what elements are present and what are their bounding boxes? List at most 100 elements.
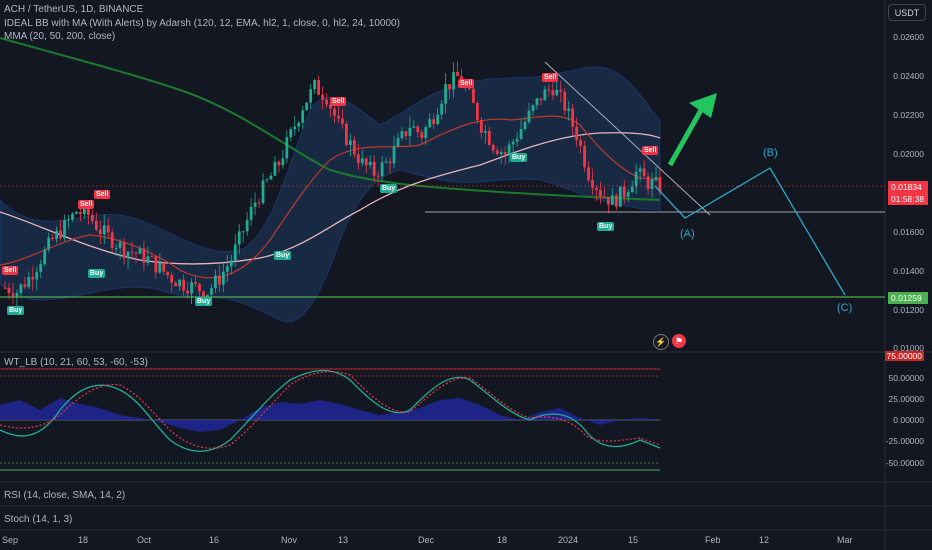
candle-body <box>408 127 412 136</box>
green-arrow-icon[interactable] <box>667 93 717 167</box>
price-tick: 0.02200 <box>893 110 924 120</box>
sell-signal[interactable]: Sell <box>458 79 475 88</box>
wave-label-a[interactable]: (A) <box>680 228 695 240</box>
rsi-title[interactable]: RSI (14, close, SMA, 14, 2) <box>4 490 126 501</box>
candle-body <box>281 158 285 166</box>
candle-body <box>432 119 436 125</box>
candle-body <box>198 283 201 292</box>
wt-histogram <box>0 398 660 432</box>
sell-signal[interactable]: Sell <box>542 73 559 82</box>
wave-label-b[interactable]: (B) <box>763 147 778 159</box>
sell-signal[interactable]: Sell <box>330 97 347 106</box>
wt-tick: -25.00000 <box>885 436 924 446</box>
candle-body <box>273 161 277 176</box>
candle-body <box>388 161 392 164</box>
candle-body <box>555 89 559 96</box>
candle-body <box>384 161 388 163</box>
buy-signal[interactable]: Buy <box>597 222 615 231</box>
sell-signal[interactable]: Sell <box>94 190 111 199</box>
candle-body <box>106 225 110 233</box>
candle-body <box>444 83 448 104</box>
sell-signal[interactable]: Sell <box>2 266 19 275</box>
buy-signal[interactable]: Buy <box>380 184 398 193</box>
buy-signal[interactable]: Buy <box>274 251 292 260</box>
candle-body <box>519 129 523 139</box>
candle-body <box>531 105 535 111</box>
candle-body <box>83 205 86 214</box>
candle-body <box>162 262 166 272</box>
candle-body <box>206 294 209 298</box>
candle-body <box>301 110 305 123</box>
candle-body <box>487 130 491 145</box>
candle-body <box>416 126 420 133</box>
candle-body <box>221 271 225 285</box>
x-tick: Mar <box>837 535 853 545</box>
candle-body <box>225 266 229 272</box>
candle-body <box>630 186 634 193</box>
candle-body <box>237 231 241 245</box>
candle-body <box>257 202 261 204</box>
candle-body <box>591 179 594 188</box>
trend-line[interactable] <box>544 61 711 216</box>
lightning-icon[interactable]: ⚡ <box>653 334 669 350</box>
candle-body <box>59 230 62 239</box>
candle-body <box>317 80 320 95</box>
candle-body <box>217 275 221 285</box>
flag-icon[interactable]: ⚑ <box>672 334 686 348</box>
x-tick: Oct <box>137 535 152 545</box>
symbol-title[interactable]: ACH / TetherUS, 1D, BINANCE <box>4 4 144 15</box>
candle-body <box>321 94 324 100</box>
buy-signal[interactable]: Buy <box>7 306 25 315</box>
candle-body <box>7 287 11 294</box>
price-tick: 0.02400 <box>893 71 924 81</box>
candle-body <box>622 186 626 197</box>
wt-tick: 0.00000 <box>893 415 924 425</box>
candle-body <box>456 72 459 77</box>
candle-body <box>511 141 515 145</box>
x-tick: Nov <box>281 535 298 545</box>
candle-body <box>638 168 642 172</box>
candle-body <box>79 212 82 214</box>
x-tick: Dec <box>418 535 435 545</box>
candle-body <box>43 249 47 265</box>
x-tick: 18 <box>497 535 508 545</box>
indicator-title-bb[interactable]: IDEAL BB with MA (With Alerts) by Adarsh… <box>4 18 400 29</box>
price-tick: 0.01200 <box>893 305 924 315</box>
indicator-title-mma[interactable]: MMA (20, 50, 200, close) <box>4 31 116 42</box>
candle-body <box>503 152 507 155</box>
candle-body <box>476 102 479 120</box>
currency-button[interactable]: USDT <box>888 4 926 21</box>
candle-body <box>253 202 257 207</box>
candle-body <box>352 140 356 155</box>
sell-signal[interactable]: Sell <box>642 146 659 155</box>
candle-body <box>158 262 162 273</box>
candle-body <box>396 138 400 147</box>
bollinger-band <box>0 66 661 323</box>
candle-body <box>289 129 293 138</box>
buy-signal[interactable]: Buy <box>195 297 213 306</box>
candle-body <box>102 225 106 235</box>
candle-body <box>138 248 142 254</box>
buy-signal[interactable]: Buy <box>88 269 106 278</box>
candle-body <box>380 162 384 177</box>
x-tick: 15 <box>628 535 639 545</box>
candle-body <box>658 176 662 192</box>
candle-body <box>134 252 138 254</box>
candle-body <box>499 152 503 155</box>
candle-body <box>634 171 638 187</box>
candle-body <box>468 87 471 89</box>
sell-signal[interactable]: Sell <box>78 200 95 209</box>
candle-body <box>35 271 39 280</box>
buy-signal[interactable]: Buy <box>510 153 528 162</box>
wave-label-c[interactable]: (C) <box>837 302 853 314</box>
candle-body <box>19 284 23 294</box>
wt-title[interactable]: WT_LB (10, 21, 60, 53, -60, -53) <box>4 357 148 368</box>
candle-body <box>523 122 527 130</box>
stoch-title[interactable]: Stoch (14, 1, 3) <box>4 514 73 525</box>
candle-body <box>368 161 372 166</box>
candle-body <box>610 195 614 205</box>
candle-body <box>27 277 31 288</box>
elliott-wave-path[interactable] <box>654 167 846 296</box>
candle-body <box>39 264 43 272</box>
